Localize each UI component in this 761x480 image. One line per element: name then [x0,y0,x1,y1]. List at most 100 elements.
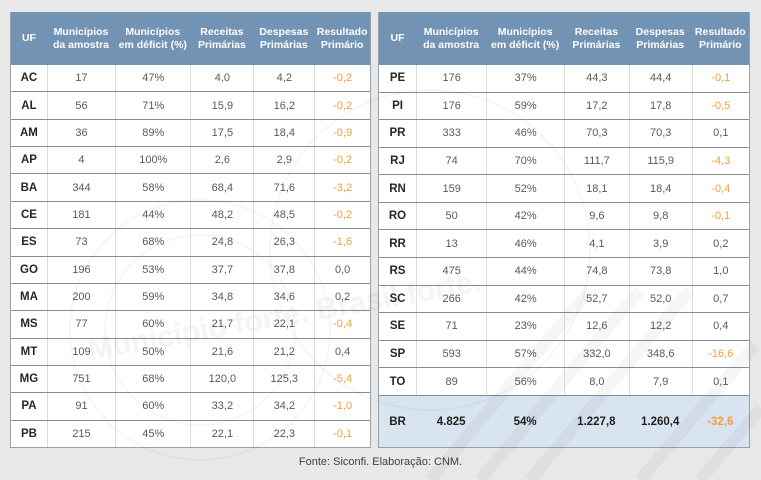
municipios-deficit-cell: 68% [115,229,190,256]
receitas-primarias-cell: 12,6 [563,313,629,340]
municipios-amostra-cell: 71 [416,313,486,340]
uf-cell: PR [389,127,406,140]
municipios-amostra-cell: 36 [46,119,115,147]
municipios-amostra-cell: 13 [416,230,486,258]
receitas-primarias-cell: 33,2 [190,393,253,420]
despesas-primarias-cell: 348,6 [628,340,692,368]
uf-cell: RJ [390,155,405,168]
despesas-primarias-cell: 22,1 [253,311,314,338]
receitas-primarias-cell: 15,9 [190,92,253,119]
table-row-ms: MS 77 60% 21,7 22,1 -0,4 [11,310,370,338]
table-row-ro: RO 50 42% 9,6 9,8 -0,1 [379,201,749,230]
municipios-amostra-cell: 176 [416,92,486,120]
uf-cell: RS [389,265,406,278]
receitas-primarias-cell: 37,7 [190,256,253,283]
table-row-mt: MT 109 50% 21,6 21,2 0,4 [11,337,370,365]
resultado-primario-cell: -0,2 [314,147,370,174]
table-row-ac: AC 17 47% 4,0 4,2 -0,2 [11,65,370,92]
uf-cell: ES [21,236,37,249]
table-row-pi: PI 176 59% 17,2 17,8 -0,5 [379,91,749,120]
uf-cell: MA [20,291,38,304]
resultado-primario-cell: -0,1 [691,202,749,230]
column-header-despesas-primarias: Despesas Primárias [259,25,309,51]
table-row-pa: PA 91 60% 33,2 34,2 -1,0 [11,392,370,420]
receitas-primarias-cell: 24,8 [190,229,253,256]
resultado-primario-cell: -0,5 [691,92,749,120]
resultado-primario-cell: 0,7 [691,285,749,313]
despesas-primarias-cell: 48,5 [253,201,314,229]
municipios-amostra-cell: 475 [416,258,486,285]
resultado-primario-cell: 0,0 [314,256,370,283]
table-row-pb: PB 215 45% 22,1 22,3 -0,1 [11,419,370,448]
municipios-amostra-total-cell: 4.825 [436,415,466,428]
column-header-municipios-deficit: Municípios em déficit (%) [118,25,187,51]
municipios-amostra-cell: 344 [46,174,115,201]
table-row-rs: RS 475 44% 74,8 73,8 1,0 [379,257,749,285]
uf-cell: RO [388,210,407,223]
table-row-am: AM 36 89% 17,5 18,4 -0,9 [11,118,370,147]
municipios-amostra-cell: 91 [46,393,115,420]
municipios-deficit-cell: 50% [115,338,190,365]
despesas-primarias-cell: 18,4 [628,175,692,202]
table-row-es: ES 73 68% 24,8 26,3 -1,6 [11,228,370,256]
tables-wrap: UF Municípios da amostra Municípios em déf… [10,12,750,448]
resultado-primario-cell: -0,1 [691,65,749,92]
resultado-primario-total-cell: -32,6 [707,415,734,428]
municipios-deficit-total-cell: 54% [513,415,537,428]
municipios-amostra-cell: 593 [416,340,486,368]
resultado-primario-cell: -0,9 [314,119,370,147]
municipios-deficit-cell: 52% [486,175,564,202]
municipios-amostra-cell: 159 [416,175,486,202]
receitas-primarias-cell: 9,6 [563,202,629,230]
receitas-primarias-cell: 21,7 [190,311,253,338]
municipios-deficit-cell: 57% [486,340,564,368]
receitas-primarias-cell: 21,6 [190,338,253,365]
receitas-primarias-cell: 4,0 [190,65,253,92]
receitas-primarias-cell: 4,1 [563,230,629,258]
despesas-primarias-cell: 34,2 [253,393,314,420]
municipios-deficit-cell: 100% [115,147,190,174]
resultado-primario-cell: -0,1 [314,420,370,448]
municipios-amostra-cell: 176 [416,65,486,92]
resultado-primario-cell: -1,6 [314,229,370,256]
uf-cell: MT [20,345,38,358]
receitas-primarias-cell: 70,3 [563,120,629,147]
despesas-primarias-total-cell: 1.260,4 [640,415,680,428]
column-header-municipios-amostra: Municípios da amostra [52,25,109,51]
uf-cell: BA [20,181,38,194]
despesas-primarias-cell: 73,8 [628,258,692,285]
receitas-primarias-total-cell: 1.227,8 [577,415,616,428]
resultado-primario-cell: -0,2 [314,92,370,119]
table-row-pe: PE 176 37% 44,3 44,4 -0,1 [379,65,749,92]
uf-cell: GO [20,263,38,276]
column-header-resultado-primario: Resultado Primário [694,25,746,51]
despesas-primarias-cell: 7,9 [628,368,692,395]
resultado-primario-cell: 0,4 [691,313,749,340]
receitas-primarias-cell: 111,7 [563,147,629,175]
municipios-amostra-cell: 181 [46,201,115,229]
table-row-mg: MG 751 68% 120,0 125,3 -5,4 [11,364,370,393]
receitas-primarias-cell: 332,0 [563,340,629,368]
municipios-amostra-cell: 266 [416,285,486,313]
municipios-deficit-cell: 71% [115,92,190,119]
receitas-primarias-cell: 74,8 [563,258,629,285]
uf-cell: AP [20,154,37,167]
receitas-primarias-cell: 8,0 [563,368,629,395]
municipios-deficit-cell: 58% [115,174,190,201]
table-row-ba: BA 344 58% 68,4 71,6 -3,2 [11,173,370,201]
receitas-primarias-cell: 22,1 [190,420,253,448]
resultado-primario-cell: 0,1 [691,368,749,395]
municipios-deficit-cell: 70% [486,147,564,175]
uf-cell: SC [389,292,406,305]
municipios-amostra-cell: 196 [46,256,115,283]
municipios-amostra-cell: 751 [46,365,115,393]
municipios-deficit-cell: 46% [486,230,564,258]
receitas-primarias-cell: 17,5 [190,119,253,147]
table-row-go: GO 196 53% 37,7 37,8 0,0 [11,255,370,283]
receitas-primarias-cell: 44,3 [563,65,629,92]
municipios-deficit-cell: 56% [486,368,564,395]
municipios-deficit-cell: 37% [486,65,564,92]
table-row-rr: RR 13 46% 4,1 3,9 0,2 [379,229,749,258]
resultado-primario-cell: -0,4 [314,311,370,338]
